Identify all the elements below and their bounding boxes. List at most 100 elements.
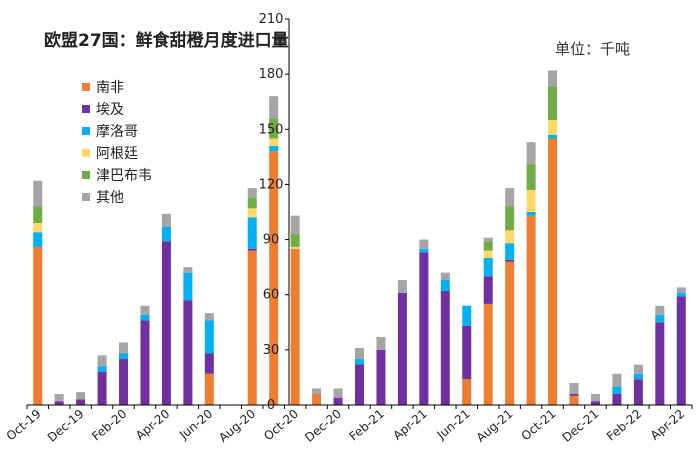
bar-segment-6 bbox=[655, 305, 665, 315]
bar-segment-1 bbox=[290, 248, 300, 405]
bar-segment-4 bbox=[33, 223, 43, 233]
bar-segment-2 bbox=[440, 291, 450, 405]
bar-segment-6 bbox=[355, 348, 365, 360]
bar-segment-6 bbox=[505, 188, 515, 207]
bar-segment-4 bbox=[290, 246, 300, 249]
legend-swatch bbox=[82, 193, 90, 201]
bar-segment-1 bbox=[569, 395, 579, 405]
bar-segment-1 bbox=[312, 393, 322, 405]
legend-swatch bbox=[82, 171, 90, 179]
bar-segment-2 bbox=[376, 349, 386, 405]
bar-segment-2 bbox=[355, 364, 365, 405]
bar-segment-1 bbox=[505, 261, 515, 405]
bar-segment-6 bbox=[312, 388, 322, 394]
legend-swatch bbox=[82, 83, 90, 91]
legend-item-zimbabwe: 津巴布韦 bbox=[82, 164, 152, 186]
bar-segment-5 bbox=[548, 87, 558, 121]
legend-item-argentina: 阿根廷 bbox=[82, 142, 152, 164]
y-tick-label: 90 bbox=[263, 233, 280, 248]
bar-segment-3 bbox=[505, 243, 515, 260]
x-tick-label: Feb-22 bbox=[604, 407, 644, 444]
bar-segment-6 bbox=[97, 355, 107, 367]
bar-segment-3 bbox=[526, 212, 536, 216]
bar-segment-2 bbox=[119, 359, 129, 405]
bar-segment-2 bbox=[161, 241, 171, 405]
bar-segment-6 bbox=[269, 96, 279, 119]
bar-segment-6 bbox=[247, 188, 257, 198]
bar-segment-3 bbox=[33, 232, 43, 247]
y-tick-label: 30 bbox=[263, 343, 280, 358]
bar-segment-6 bbox=[183, 267, 193, 273]
y-tick-label: 180 bbox=[259, 67, 284, 82]
y-tick-label: 60 bbox=[263, 288, 280, 303]
bar-segment-3 bbox=[119, 353, 129, 360]
bar-segment-6 bbox=[440, 272, 450, 281]
bar-segment-5 bbox=[290, 234, 300, 247]
bar-segment-2 bbox=[54, 401, 64, 405]
bar-segment-5 bbox=[269, 118, 279, 139]
legend-label: 南非 bbox=[96, 80, 124, 96]
bar-segment-1 bbox=[462, 379, 472, 405]
bar-segment-6 bbox=[333, 388, 343, 398]
bar-segment-3 bbox=[161, 226, 171, 242]
bar-segment-3 bbox=[440, 280, 450, 292]
bar-segment-5 bbox=[526, 164, 536, 190]
bar-segment-6 bbox=[526, 142, 536, 165]
bar-segment-2 bbox=[655, 322, 665, 405]
bar-segment-2 bbox=[397, 292, 407, 405]
x-tick-label: Jun-20 bbox=[176, 407, 215, 443]
bar-segment-6 bbox=[33, 180, 43, 207]
bar-segment-4 bbox=[548, 120, 558, 135]
bar-segment-3 bbox=[204, 320, 214, 354]
bar-segment-3 bbox=[548, 134, 558, 139]
bar-segment-3 bbox=[462, 305, 472, 326]
bar-segment-3 bbox=[655, 314, 665, 323]
x-tick-label: Oct-19 bbox=[4, 407, 44, 444]
legend-label: 埃及 bbox=[96, 102, 124, 118]
bar-segment-6 bbox=[633, 364, 643, 374]
bar-segment-5 bbox=[483, 241, 493, 251]
bar-segment-3 bbox=[483, 257, 493, 277]
bar-segment-6 bbox=[290, 215, 300, 235]
bar-segment-2 bbox=[483, 276, 493, 304]
bar-segment-4 bbox=[483, 250, 493, 258]
bar-segment-2 bbox=[633, 379, 643, 405]
bar-segment-6 bbox=[483, 237, 493, 242]
bar-segment-6 bbox=[140, 305, 150, 315]
x-tick-label: Jun-21 bbox=[434, 407, 473, 443]
x-tick-label: Apr-21 bbox=[390, 407, 429, 443]
bar-segment-6 bbox=[590, 393, 600, 402]
bar-segment-6 bbox=[119, 342, 129, 354]
bar-segment-6 bbox=[161, 213, 171, 227]
bar-segment-2 bbox=[462, 325, 472, 380]
bar-segment-6 bbox=[612, 373, 622, 387]
bar-segment-2 bbox=[204, 353, 214, 374]
legend-label: 阿根廷 bbox=[96, 146, 138, 162]
x-tick-label: Dec-20 bbox=[302, 407, 344, 445]
legend-label: 其他 bbox=[96, 190, 124, 206]
legend-item-other: 其他 bbox=[82, 186, 152, 208]
bar-segment-6 bbox=[397, 280, 407, 293]
x-tick-label: Aug-20 bbox=[216, 407, 258, 445]
bar-segment-3 bbox=[355, 359, 365, 365]
legend: 南非 埃及 摩洛哥 阿根廷 津巴布韦 其他 bbox=[82, 76, 152, 208]
bar-segment-4 bbox=[505, 230, 515, 244]
bar-segment-3 bbox=[419, 248, 429, 253]
bar-segment-1 bbox=[247, 250, 257, 405]
bar-segment-3 bbox=[633, 373, 643, 380]
bar-segment-5 bbox=[247, 197, 257, 209]
bar-segment-2 bbox=[247, 248, 257, 251]
bar-segment-6 bbox=[76, 392, 86, 400]
bar-segment-2 bbox=[333, 397, 343, 405]
bar-segment-3 bbox=[612, 386, 622, 394]
bar-segment-6 bbox=[419, 239, 429, 249]
bar-segment-2 bbox=[97, 371, 107, 405]
bar-segment-1 bbox=[526, 215, 536, 405]
bar-segment-3 bbox=[269, 145, 279, 152]
chart-title: 欧盟27国：鲜食甜橙月度进口量 bbox=[44, 31, 289, 51]
legend-swatch bbox=[82, 149, 90, 157]
bar-segment-2 bbox=[612, 393, 622, 405]
bar-segment-3 bbox=[247, 217, 257, 249]
